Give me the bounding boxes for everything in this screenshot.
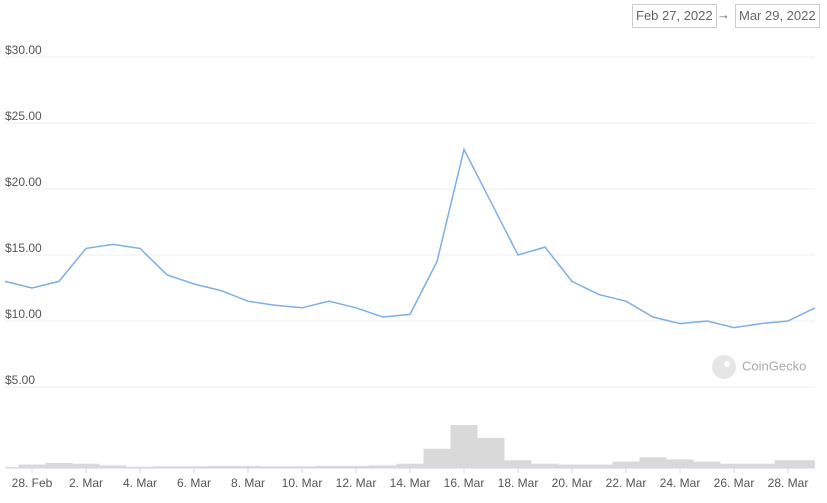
x-tick-label: 26. Mar [714, 476, 755, 490]
volume-bar [639, 457, 667, 468]
volume-bar [396, 463, 424, 468]
x-tick-label: 22. Mar [606, 476, 647, 490]
volume-bar [558, 464, 586, 468]
y-tick-label: $5.00 [5, 373, 35, 387]
y-tick-label: $25.00 [5, 109, 42, 123]
y-tick-label: $15.00 [5, 241, 42, 255]
volume-bar [666, 459, 694, 468]
volume-bar [315, 465, 343, 468]
volume-bar [423, 448, 451, 468]
end-date-input[interactable]: Mar 29, 2022 [735, 4, 820, 28]
x-tick-label: 12. Mar [336, 476, 377, 490]
start-date-input[interactable]: Feb 27, 2022 [632, 4, 717, 28]
x-tick-label: 24. Mar [660, 476, 701, 490]
x-tick-label: 10. Mar [282, 476, 323, 490]
x-tick-label: 28. Mar [768, 476, 809, 490]
volume-bar [261, 466, 289, 468]
watermark-logo [712, 355, 736, 379]
date-separator: → [717, 7, 730, 22]
x-tick-label: 18. Mar [498, 476, 539, 490]
x-tick-label: 14. Mar [390, 476, 431, 490]
volume-bar [747, 463, 775, 468]
watermark-logo-eye [724, 361, 730, 367]
volume-bar [207, 465, 235, 468]
x-tick-label: 2. Mar [69, 476, 103, 490]
x-tick-label: 16. Mar [444, 476, 485, 490]
y-tick-label: $10.00 [5, 307, 42, 321]
volume-bar [612, 461, 640, 468]
x-tick-label: 6. Mar [177, 476, 211, 490]
volume-bar [531, 463, 559, 468]
x-tick-label: 4. Mar [123, 476, 157, 490]
volume-bar [369, 465, 397, 468]
watermark-text: CoinGecko [742, 358, 806, 373]
volume-bar [234, 465, 262, 468]
volume-bar [720, 463, 748, 468]
x-tick-label: 20. Mar [552, 476, 593, 490]
volume-bar [72, 463, 100, 468]
volume-bar [45, 462, 73, 468]
chart: $5.00 $10.00 $15.00 $20.00 $25.00 $30.00 28. F… [4, 43, 816, 490]
watermark: CoinGecko [712, 355, 806, 379]
volume-bar [180, 466, 208, 468]
volume-bar [693, 461, 721, 468]
volume-bar [774, 460, 802, 468]
volume-bar [99, 465, 127, 468]
volume-bar [288, 466, 316, 468]
x-tick-label: 8. Mar [231, 476, 265, 490]
y-tick-label: $20.00 [5, 175, 42, 189]
price-line [4, 147, 816, 329]
volume-bar [477, 437, 505, 468]
plot: $5.00 $10.00 $15.00 $20.00 $25.00 $30.00 28. F… [4, 43, 816, 490]
volume-bar [504, 460, 532, 468]
volume-bar [153, 466, 181, 468]
volume-bar [18, 464, 46, 468]
y-tick-label: $30.00 [5, 43, 42, 57]
volume-bar [342, 465, 370, 468]
volume-bar [585, 464, 613, 468]
volume-bar [801, 460, 815, 468]
volume-bar [126, 466, 154, 468]
x-tick-label: 28. Feb [12, 476, 53, 490]
volume-bar [450, 425, 478, 468]
